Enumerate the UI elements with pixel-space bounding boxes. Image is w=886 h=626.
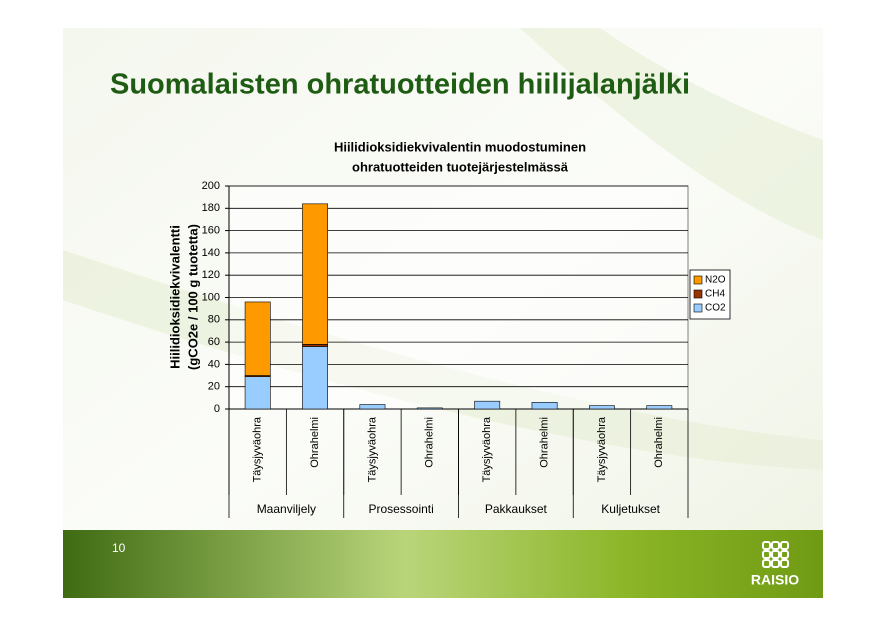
legend-swatch bbox=[693, 275, 703, 285]
group-label: Kuljetukset bbox=[601, 502, 660, 516]
leaf-shape bbox=[520, 28, 823, 240]
logo-text: RAISIO bbox=[751, 572, 799, 588]
legend-label: CO2 bbox=[705, 303, 726, 314]
footer-band bbox=[63, 530, 823, 598]
bar-segment bbox=[531, 402, 558, 410]
bar-segment bbox=[302, 346, 328, 410]
x-tick-label: Täysjyväohra bbox=[252, 416, 264, 482]
y-tick-label: 180 bbox=[202, 202, 220, 214]
bar-segment bbox=[646, 405, 673, 410]
chart-title: ohratuotteiden tuotejärjestelmässä bbox=[352, 159, 569, 174]
slide-number: 10 bbox=[112, 541, 126, 555]
legend-label: CH4 bbox=[705, 289, 725, 300]
bar-segment bbox=[474, 400, 501, 410]
group-label: Prosessointi bbox=[368, 502, 433, 516]
y-tick-label: 0 bbox=[214, 403, 220, 415]
legend-label: N2O bbox=[705, 275, 726, 286]
chart-title: Hiilidioksidiekvivalentin muodostuminen bbox=[334, 139, 586, 154]
x-tick-label: Ohrahelmi bbox=[538, 417, 550, 468]
x-tick-label: Täysjyväohra bbox=[596, 416, 608, 482]
y-tick-label: 60 bbox=[208, 336, 220, 348]
y-tick-label: 120 bbox=[202, 269, 220, 281]
legend-swatch bbox=[693, 303, 703, 313]
y-tick-label: 200 bbox=[202, 180, 220, 192]
leaf-shape bbox=[63, 250, 823, 470]
bar-segment bbox=[244, 376, 271, 410]
bar-segment bbox=[416, 407, 443, 410]
logo-icon bbox=[762, 541, 789, 568]
x-tick-label: Ohrahelmi bbox=[653, 417, 665, 468]
group-label: Maanviljely bbox=[257, 502, 316, 516]
y-axis-label: (gCO2e / 100 g tuotetta) bbox=[185, 224, 200, 370]
x-tick-label: Täysjyväohra bbox=[366, 416, 378, 482]
y-tick-label: 100 bbox=[202, 291, 220, 303]
group-label: Pakkaukset bbox=[485, 502, 548, 516]
y-axis-label: Hiilidioksidiekvivalentti bbox=[167, 225, 182, 369]
y-tick-label: 20 bbox=[208, 381, 220, 393]
y-tick-label: 140 bbox=[202, 247, 220, 259]
y-tick-label: 40 bbox=[208, 358, 220, 370]
bar-segment bbox=[589, 405, 615, 410]
x-tick-label: Ohrahelmi bbox=[309, 417, 321, 468]
bar-segment bbox=[302, 203, 328, 345]
slide-title: Suomalaisten ohratuotteiden hiilijalanjä… bbox=[110, 69, 690, 101]
legend-swatch bbox=[693, 289, 703, 299]
bar-segment bbox=[302, 344, 328, 347]
y-tick-label: 160 bbox=[202, 225, 220, 237]
x-tick-label: Täysjyväohra bbox=[481, 416, 493, 482]
x-tick-label: Ohrahelmi bbox=[424, 417, 436, 468]
y-tick-label: 80 bbox=[208, 314, 220, 326]
bar-segment bbox=[244, 301, 271, 376]
chart: Hiilidioksidiekvivalentin muodostuminen o… bbox=[167, 139, 731, 518]
bar-segment bbox=[359, 404, 386, 410]
